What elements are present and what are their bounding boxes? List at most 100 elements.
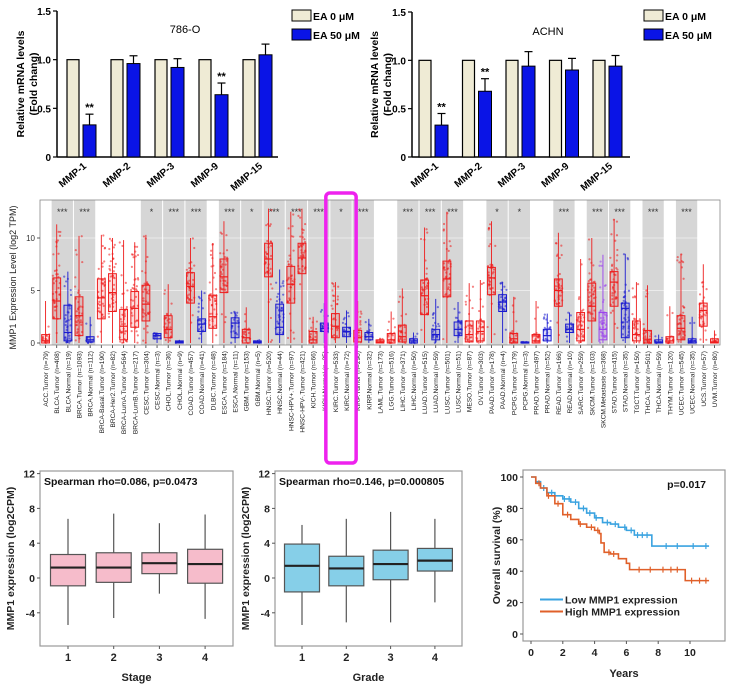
data-point: [481, 340, 484, 344]
x-tick-label: LUSC.Tumor (n=501): [444, 351, 451, 414]
data-point: [493, 333, 496, 336]
data-point: [491, 272, 494, 275]
box: [264, 242, 273, 278]
data-point: [80, 321, 83, 324]
data-point: [163, 292, 166, 295]
data-point: [132, 256, 135, 259]
x-tick-label: GBM.Tumor (n=153): [244, 351, 251, 411]
x-tick-label: CHOL.Tumor (n=36): [166, 351, 173, 411]
data-point: [426, 285, 429, 288]
x-tick-label: READ.Normal (n=10): [567, 351, 574, 413]
y-tick-label: 1.5: [37, 7, 51, 18]
data-point: [359, 315, 362, 319]
data-point: [236, 311, 239, 314]
data-point: [393, 326, 397, 329]
data-point: [112, 288, 115, 291]
data-point: [103, 260, 106, 263]
box: [710, 338, 719, 344]
data-point: [681, 330, 685, 333]
data-point: [75, 316, 78, 319]
data-point: [65, 328, 68, 332]
y-tick-label: 12: [258, 469, 270, 481]
data-point: [76, 332, 79, 335]
data-point: [454, 340, 457, 343]
data-point: [609, 256, 612, 259]
x-tick-label: BRCA-Basal.Tumor (n=190): [99, 351, 106, 433]
data-point: [298, 245, 301, 248]
data-point: [631, 312, 634, 316]
data-point: [125, 305, 128, 309]
bar-ea0: [66, 59, 80, 158]
data-point: [626, 334, 630, 337]
data-point: [343, 333, 346, 337]
data-point: [103, 246, 107, 249]
data-point: [232, 330, 235, 333]
x-tick-label: LUSC.Normal (n=51): [456, 351, 463, 413]
significance-label: ***: [447, 207, 458, 217]
data-point: [65, 280, 68, 283]
data-point: [75, 253, 78, 256]
data-point: [554, 288, 558, 291]
data-point: [488, 287, 492, 290]
data-point: [682, 332, 685, 335]
data-point: [287, 278, 290, 281]
data-point: [298, 267, 301, 270]
data-point: [119, 340, 122, 343]
data-point: [169, 326, 172, 329]
significance-label: *: [339, 207, 343, 217]
data-point: [68, 341, 71, 344]
data-point: [700, 307, 703, 310]
highlight-box-kirc: [324, 191, 358, 465]
data-point: [107, 315, 111, 319]
data-point: [64, 313, 67, 317]
data-point: [488, 223, 492, 226]
x-tick-label: 10: [684, 647, 696, 659]
data-point: [164, 338, 167, 342]
data-point: [644, 295, 648, 298]
box: [208, 295, 218, 329]
data-point: [286, 336, 290, 340]
data-point: [288, 297, 291, 300]
data-point: [559, 294, 562, 297]
data-point: [142, 290, 145, 293]
data-point: [543, 313, 546, 316]
box: [63, 304, 73, 342]
data-point: [636, 322, 639, 325]
data-point: [346, 311, 350, 314]
data-point: [108, 279, 111, 283]
data-point: [578, 296, 581, 299]
data-point: [622, 327, 625, 330]
bar-ea0: [548, 59, 563, 158]
data-point: [425, 305, 429, 309]
data-point: [269, 316, 273, 320]
x-tick-label: PRAD.Tumor (n=497): [534, 351, 541, 415]
data-point: [98, 300, 101, 303]
data-point: [555, 279, 558, 282]
data-point: [220, 273, 223, 276]
data-point: [560, 244, 563, 247]
data-point: [621, 333, 625, 336]
data-point: [626, 320, 629, 324]
data-point: [136, 245, 139, 248]
data-point: [108, 253, 111, 256]
data-point: [633, 295, 636, 298]
data-point: [515, 320, 518, 323]
data-point: [705, 287, 708, 291]
x-tick-label: 3: [156, 652, 162, 664]
data-point: [565, 318, 568, 321]
data-point: [588, 272, 591, 275]
data-point: [420, 328, 423, 331]
data-point: [398, 325, 402, 328]
data-point: [129, 288, 133, 292]
x-tick-label: CHOL.Normal (n=9): [177, 351, 184, 410]
data-point: [270, 244, 273, 247]
data-point: [331, 289, 334, 292]
data-point: [215, 334, 218, 337]
data-point: [224, 315, 227, 319]
data-point: [136, 319, 139, 322]
data-point: [700, 317, 703, 320]
data-point: [147, 312, 150, 315]
data-point: [631, 296, 635, 299]
data-point: [219, 231, 222, 234]
data-point: [599, 341, 602, 344]
